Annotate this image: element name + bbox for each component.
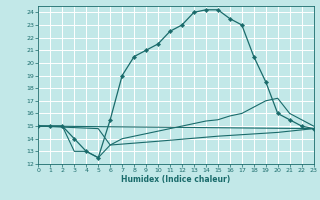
X-axis label: Humidex (Indice chaleur): Humidex (Indice chaleur) [121, 175, 231, 184]
